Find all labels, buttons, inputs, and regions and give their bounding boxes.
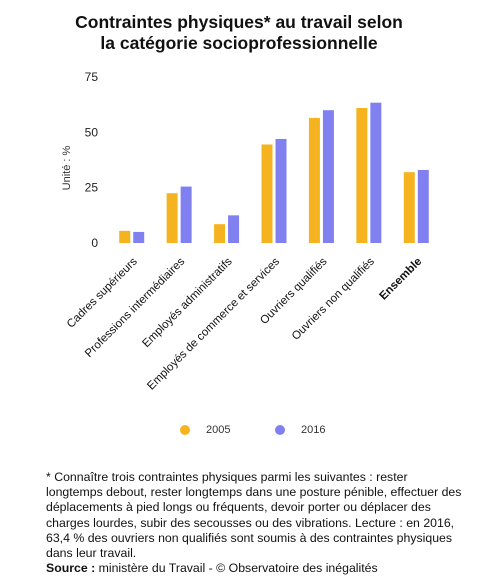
- y-axis-label: Unité : %: [61, 145, 73, 190]
- bar-2005-cadres-superieurs: [119, 230, 131, 243]
- bar-2016-employes-de-commerce-et-services: [275, 138, 287, 243]
- bar-2016-employes-administratifs: [228, 215, 240, 243]
- source-line: Source : ministère du Travail - © Observ…: [46, 561, 466, 576]
- bar-2005-ouvriers-qualifies: [308, 117, 320, 243]
- bar-2005-employes-administratifs: [214, 224, 226, 243]
- chart-title: Contraintes physiques* au travail selon …: [0, 12, 478, 54]
- bar-2005-ensemble: [403, 172, 415, 243]
- bars: [119, 102, 429, 243]
- chart-title-line-1: Contraintes physiques* au travail selon: [75, 12, 403, 32]
- source-text: ministère du Travail - © Observatoire de…: [95, 561, 378, 576]
- x-tick-label-ouvriers-non-qualifies: Ouvriers non qualifiés: [290, 255, 377, 342]
- x-tick-label-employes-administratifs: Employés administratifs: [140, 255, 235, 350]
- source-label: Source :: [46, 561, 96, 576]
- y-axis-ticks: 0 25 50 75: [85, 70, 99, 250]
- legend-label-2005: 2005: [206, 424, 231, 436]
- bar-2005-professions-intermediaires: [166, 193, 178, 243]
- bar-2016-ensemble: [417, 169, 429, 243]
- chart-title-line-2: la catégorie socioprofessionnelle: [100, 33, 378, 53]
- footnote-text: * Connaître trois contraintes physiques …: [46, 470, 462, 561]
- legend-item-2016: 2016: [275, 424, 325, 436]
- y-tick-label-25: 25: [85, 181, 99, 195]
- bar-2016-ouvriers-qualifies: [322, 110, 334, 243]
- bar-2005-ouvriers-non-qualifies: [356, 107, 368, 243]
- legend-swatch-2005: [180, 425, 190, 435]
- bar-2016-professions-intermediaires: [180, 186, 192, 243]
- legend-item-2005: 2005: [180, 424, 230, 436]
- legend: 2005 2016: [0, 424, 478, 444]
- x-tick-label-professions-intermediaires: Professions intermédiaires: [83, 255, 187, 359]
- bar-chart: Unité : % 0 25 50 75 Cadres supérieursProfe…: [61, 70, 429, 392]
- y-tick-label-0: 0: [91, 236, 98, 250]
- legend-swatch-2016: [275, 425, 285, 435]
- x-tick-label-ensemble: Ensemble: [378, 256, 425, 303]
- bar-2016-cadres-superieurs: [133, 231, 145, 243]
- legend-label-2016: 2016: [301, 424, 326, 436]
- bar-2005-employes-de-commerce-et-services: [261, 144, 273, 243]
- footnote: * Connaître trois contraintes physiques …: [46, 470, 466, 576]
- y-tick-label-50: 50: [85, 125, 99, 139]
- bar-2016-ouvriers-non-qualifies: [370, 102, 382, 243]
- y-tick-label-75: 75: [85, 70, 99, 84]
